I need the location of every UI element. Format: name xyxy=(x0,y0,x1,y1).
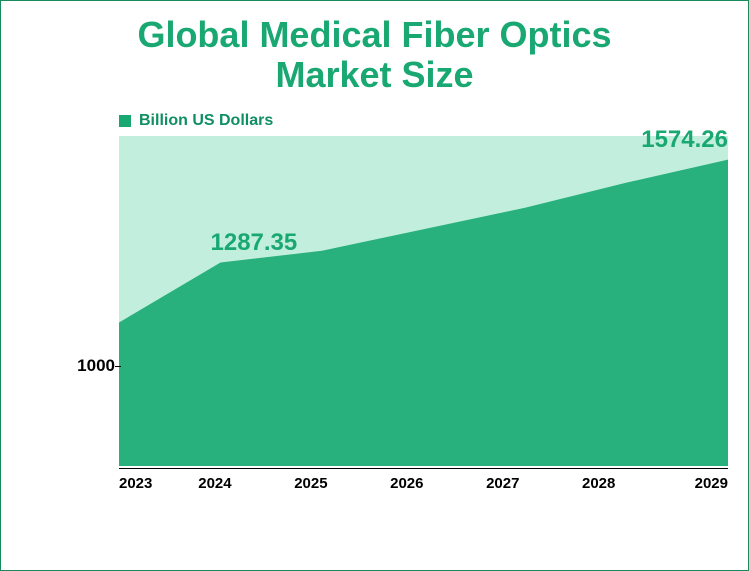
area-svg xyxy=(119,136,728,466)
legend-swatch xyxy=(119,115,131,127)
data-point-label: 1287.35 xyxy=(211,229,298,257)
chart-area: 1000 2023 2024 2025 2026 2027 2028 2029 1287.3… xyxy=(71,136,728,496)
data-point-label: 1574.26 xyxy=(641,126,728,154)
x-axis: 2023 2024 2025 2026 2027 2028 2029 xyxy=(119,468,728,496)
chart-title-line1: Global Medical Fiber Optics xyxy=(1,15,748,55)
x-tick-label: 2023 xyxy=(119,469,152,496)
plot-background xyxy=(119,136,728,466)
y-tick-label: 1000 xyxy=(71,356,115,376)
x-tick-label: 2027 xyxy=(486,469,519,496)
chart-frame: Global Medical Fiber Optics Market Size … xyxy=(0,0,749,571)
legend-label: Billion US Dollars xyxy=(139,112,273,130)
y-tick-mark xyxy=(115,366,121,367)
x-tick-label: 2024 xyxy=(198,469,231,496)
x-tick-label: 2028 xyxy=(582,469,615,496)
chart-title-line2: Market Size xyxy=(1,55,748,95)
x-tick-label: 2025 xyxy=(294,469,327,496)
chart-title: Global Medical Fiber Optics Market Size xyxy=(1,1,748,94)
x-tick-label: 2029 xyxy=(695,469,728,496)
x-tick-label: 2026 xyxy=(390,469,423,496)
